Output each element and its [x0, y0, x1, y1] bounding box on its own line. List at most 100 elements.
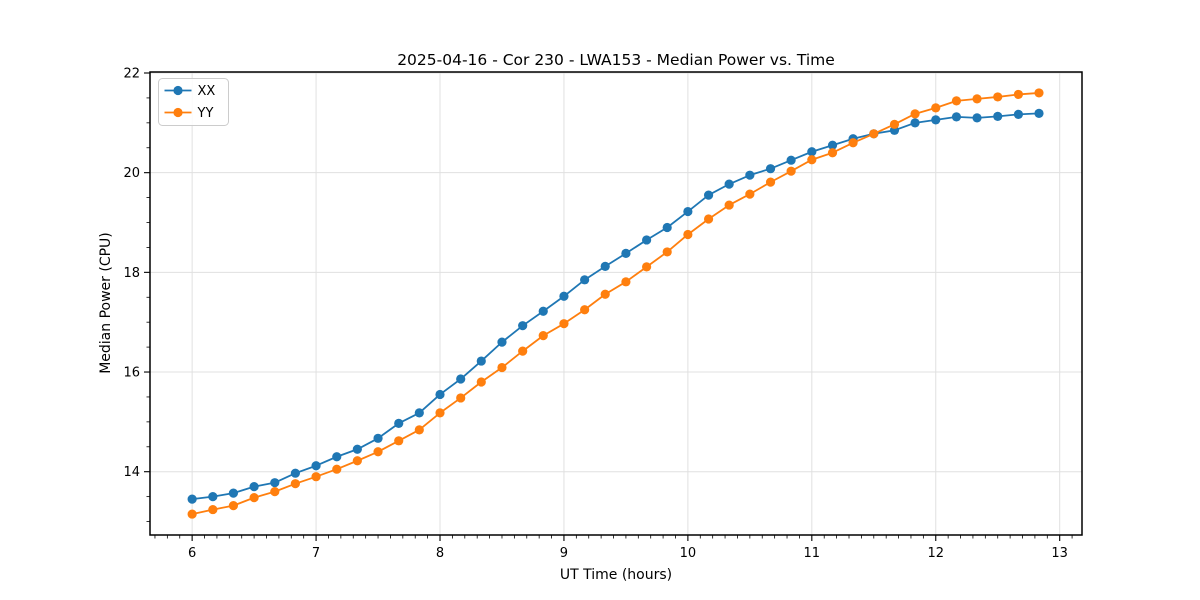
chart-point-XX	[621, 248, 631, 259]
y-axis-label: Median Power (CPU)	[98, 232, 114, 374]
chart-point-YY	[889, 119, 900, 129]
chart-point-YY	[621, 277, 631, 287]
chart-point-XX	[1013, 109, 1024, 119]
chart-point-XX	[600, 261, 610, 271]
grid-layer	[150, 72, 1082, 535]
chart-point-XX	[270, 478, 280, 488]
chart-point-YY	[435, 408, 445, 418]
x-tick-label: 11	[804, 546, 821, 561]
chart-point-YY	[208, 504, 218, 515]
chart-point-YY	[497, 362, 507, 373]
chart-point-XX	[683, 206, 693, 217]
tick-layer	[144, 72, 1073, 541]
legend-label-XX: XX	[198, 84, 216, 99]
chart-point-YY	[703, 214, 714, 224]
chart-point-XX	[352, 444, 362, 454]
chart-point-XX	[518, 321, 528, 331]
chart-point-XX	[187, 494, 197, 504]
chart-point-YY	[580, 305, 590, 315]
chart-point-YY	[662, 247, 672, 257]
chart-point-YY	[352, 456, 362, 466]
chart-point-XX	[559, 291, 569, 301]
chart-point-XX	[580, 275, 590, 285]
chart-point-YY	[745, 189, 755, 199]
chart-point-XX	[827, 140, 838, 150]
chart-point-XX	[476, 356, 486, 366]
chart-point-XX	[332, 452, 342, 462]
chart-point-XX	[538, 306, 548, 316]
chart-point-YY	[869, 129, 879, 139]
chart-point-XX	[662, 222, 672, 233]
y-tick-label: 14	[123, 465, 140, 480]
chart-point-YY	[394, 436, 404, 446]
chart-point-YY	[559, 319, 569, 329]
chart-point-XX	[786, 155, 796, 165]
x-tick-label: 9	[560, 546, 568, 561]
chart-point-YY	[228, 501, 239, 511]
legend-marker-YY	[173, 107, 183, 118]
chart-point-YY	[848, 138, 858, 148]
chart-point-XX	[765, 164, 776, 174]
x-tick-label: 7	[312, 546, 320, 561]
plot-spines	[149, 71, 1083, 536]
chart-point-YY	[1013, 89, 1024, 100]
chart-point-YY	[765, 177, 776, 187]
x-axis-label: UT Time (hours)	[560, 567, 672, 583]
chart-point-XX	[1034, 108, 1044, 118]
chart-point-XX	[910, 118, 920, 128]
chart-point-XX	[642, 235, 652, 245]
chart-point-YY	[972, 94, 982, 104]
x-tick-label: 12	[927, 546, 944, 561]
y-tick-label: 18	[123, 266, 140, 281]
plot-border	[149, 71, 1083, 536]
chart-point-YY	[642, 262, 652, 272]
chart-point-YY	[683, 229, 693, 240]
chart-point-YY	[538, 331, 548, 341]
chart-point-XX	[456, 374, 466, 384]
chart-point-YY	[270, 487, 280, 497]
x-tick-label: 8	[436, 546, 444, 561]
chart-point-XX	[208, 492, 218, 502]
chart-point-YY	[290, 479, 300, 489]
chart-point-YY	[827, 148, 838, 158]
chart-point-YY	[476, 377, 486, 387]
chart-point-XX	[807, 147, 817, 157]
chart-point-YY	[332, 464, 342, 474]
legend-marker-XX	[173, 85, 183, 96]
chart-point-YY	[1034, 88, 1044, 98]
chart-point-YY	[786, 166, 796, 176]
y-tick-label: 20	[123, 166, 140, 181]
chart-point-XX	[745, 170, 755, 180]
chart-point-XX	[703, 190, 714, 200]
chart-point-YY	[249, 493, 259, 503]
chart-point-XX	[228, 488, 239, 498]
chart-point-YY	[414, 425, 424, 435]
series-line-YY	[191, 92, 1040, 515]
chart-point-XX	[724, 179, 734, 189]
chart-point-YY	[951, 96, 962, 106]
series-layer	[187, 88, 1044, 519]
x-tick-label: 6	[188, 546, 196, 561]
series-line-XX	[192, 112, 1040, 501]
chart-point-YY	[910, 109, 920, 119]
chart-point-YY	[518, 346, 528, 356]
y-tick-label: 22	[123, 66, 140, 81]
chart-point-YY	[993, 92, 1003, 102]
chart-point-XX	[290, 468, 300, 478]
chart-point-XX	[373, 433, 383, 443]
x-tick-label: 10	[680, 546, 697, 561]
chart-point-XX	[972, 113, 982, 123]
x-tick-label: 13	[1051, 546, 1068, 561]
chart-point-XX	[497, 337, 507, 347]
chart-point-XX	[951, 112, 962, 122]
chart-point-XX	[931, 115, 941, 125]
chart-point-YY	[807, 155, 817, 165]
chart-point-YY	[187, 509, 197, 519]
legend: XX YY	[158, 78, 229, 126]
chart-point-YY	[373, 447, 383, 457]
chart-point-YY	[724, 200, 734, 210]
chart-point-YY	[311, 472, 321, 482]
chart-point-YY	[456, 393, 466, 403]
